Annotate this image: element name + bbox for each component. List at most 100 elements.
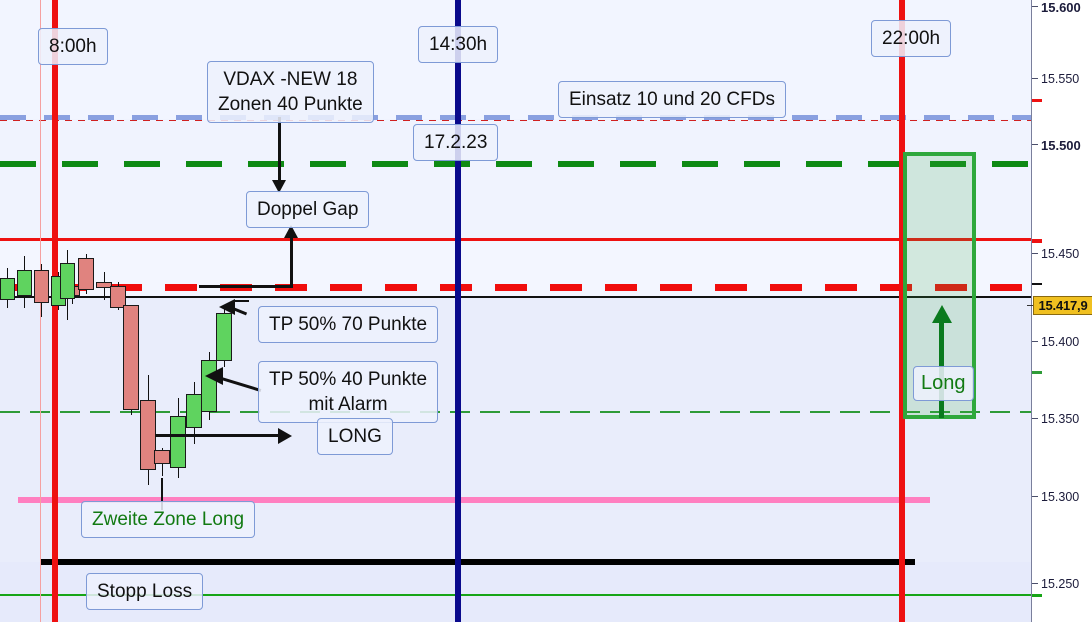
level-line-lower-green-dashed bbox=[0, 411, 1031, 413]
candle-pointer-cross-1 bbox=[235, 300, 249, 302]
level-line-second-zone-pink bbox=[18, 497, 930, 503]
price-tick-label: 15.300 bbox=[1041, 490, 1080, 504]
long-zone-arrow-head bbox=[932, 305, 952, 323]
price-tick: 15.400 bbox=[1032, 335, 1092, 349]
session-line-faint-left bbox=[40, 0, 41, 622]
candle-body bbox=[60, 263, 75, 299]
candle-body bbox=[154, 450, 170, 464]
annotation-doppel-gap[interactable]: Doppel Gap bbox=[246, 191, 370, 228]
price-axis[interactable]: 15.600 15.550 15.500 15.450 15.400 15.35… bbox=[1027, 0, 1092, 622]
tick-mark bbox=[1032, 496, 1038, 497]
candle-pointer-arrow-head-1 bbox=[219, 299, 235, 315]
zweite-zone-connector bbox=[161, 478, 163, 510]
candle-body bbox=[123, 305, 139, 410]
price-tick: 15.300 bbox=[1032, 490, 1092, 504]
candle-body bbox=[216, 313, 232, 361]
candlestick[interactable] bbox=[78, 254, 94, 294]
long-entry-arrow-shaft bbox=[155, 434, 280, 437]
candle-body bbox=[17, 270, 32, 296]
background-band-top bbox=[0, 0, 1031, 119]
price-tag-tick bbox=[1027, 305, 1033, 306]
candle-body bbox=[186, 394, 202, 428]
price-tick: 15.350 bbox=[1032, 412, 1092, 426]
annotation-long-label[interactable]: LONG bbox=[317, 418, 393, 455]
candlestick[interactable] bbox=[201, 352, 217, 420]
candlestick[interactable] bbox=[170, 398, 186, 478]
tick-mark bbox=[1032, 583, 1038, 584]
candle-body bbox=[0, 278, 15, 300]
tick-mark bbox=[1032, 144, 1038, 145]
annotation-time-1430[interactable]: 14:30h bbox=[418, 26, 499, 63]
tick-mark bbox=[1032, 6, 1038, 7]
candle-body bbox=[96, 282, 112, 288]
doppel-gap-up-arrow-shaft bbox=[290, 236, 293, 286]
price-tick-label: 15.600 bbox=[1041, 0, 1081, 15]
level-line-zone-red-dashed bbox=[0, 284, 1031, 291]
annotation-tp-70[interactable]: TP 50% 70 Punkte bbox=[258, 306, 439, 343]
candle-body bbox=[110, 286, 126, 308]
candle-body bbox=[78, 258, 94, 290]
price-tick-label: 15.400 bbox=[1041, 335, 1080, 349]
session-line-1430 bbox=[455, 0, 461, 622]
axis-stub-green-lower bbox=[1032, 371, 1042, 374]
annotation-title-block[interactable]: VDAX -NEW 18 Zonen 40 Punkte bbox=[207, 61, 374, 123]
tick-mark bbox=[1032, 253, 1038, 254]
candle-body bbox=[170, 416, 186, 468]
annotation-date[interactable]: 17.2.23 bbox=[413, 124, 499, 161]
price-tick-label: 15.350 bbox=[1041, 412, 1080, 426]
tick-mark bbox=[1032, 418, 1038, 419]
annotation-time-0800[interactable]: 8:00h bbox=[38, 28, 108, 65]
current-price-tag: 15.417,9 bbox=[1027, 296, 1092, 315]
candle-pointer-arrow-head-2 bbox=[205, 367, 223, 385]
background-band-2 bbox=[0, 119, 1031, 239]
axis-stub-red-entry bbox=[1032, 239, 1042, 243]
long-entry-arrow-head bbox=[278, 428, 292, 444]
level-line-bottom-green bbox=[0, 594, 1031, 596]
tick-mark bbox=[1032, 341, 1038, 342]
doppel-gap-connector bbox=[199, 285, 293, 288]
price-tick: 15.600 bbox=[1032, 0, 1092, 15]
candlestick[interactable] bbox=[34, 264, 49, 317]
annotation-zweite-zone[interactable]: Zweite Zone Long bbox=[81, 501, 256, 538]
price-tick: 15.250 bbox=[1032, 577, 1092, 591]
candlestick[interactable] bbox=[0, 268, 15, 308]
doppel-gap-up-arrow-head bbox=[284, 225, 298, 238]
candle-body bbox=[34, 270, 49, 303]
level-line-stop-black-thick bbox=[40, 559, 915, 565]
doppel-gap-arrow-shaft bbox=[278, 117, 281, 182]
current-price-value: 15.417,9 bbox=[1038, 298, 1088, 313]
price-tick: 15.450 bbox=[1032, 247, 1092, 261]
session-line-2200 bbox=[899, 0, 905, 622]
tick-mark bbox=[1032, 78, 1038, 79]
candlestick[interactable] bbox=[110, 282, 126, 310]
annotation-stopp-loss[interactable]: Stopp Loss bbox=[86, 573, 204, 610]
candlestick[interactable] bbox=[123, 305, 139, 415]
level-line-resistance-blue-dashed bbox=[0, 115, 1031, 120]
price-tick: 15.550 bbox=[1032, 72, 1092, 86]
annotation-zone-long[interactable]: Long bbox=[913, 366, 974, 401]
annotation-tp-40[interactable]: TP 50% 40 Punkte mit Alarm bbox=[258, 361, 439, 423]
price-tick-label: 15.450 bbox=[1041, 247, 1080, 261]
axis-stub-green-bottom bbox=[1032, 594, 1042, 597]
level-line-entry-red-solid bbox=[0, 238, 1031, 241]
price-tick-label: 15.500 bbox=[1041, 138, 1081, 153]
axis-stub-red-upper bbox=[1032, 99, 1042, 102]
level-line-current-black bbox=[0, 296, 1031, 298]
session-line-0800 bbox=[52, 0, 58, 622]
price-tick: 15.500 bbox=[1032, 138, 1092, 153]
candlestick[interactable] bbox=[216, 307, 232, 367]
chart-plot-area[interactable]: 8:00h 14:30h 22:00h VDAX -NEW 18 Zonen 4… bbox=[0, 0, 1031, 622]
annotation-time-2200[interactable]: 22:00h bbox=[871, 20, 952, 57]
annotation-einsatz[interactable]: Einsatz 10 und 20 CFDs bbox=[558, 81, 786, 118]
level-line-resistance-red-thin bbox=[0, 120, 1031, 121]
doppel-gap-arrow-head bbox=[272, 180, 286, 193]
level-line-upper-target-green bbox=[0, 161, 1031, 167]
axis-stub-black-current bbox=[1032, 283, 1042, 285]
price-tick-label: 15.550 bbox=[1041, 72, 1080, 86]
candlestick[interactable] bbox=[17, 256, 32, 308]
candlestick[interactable] bbox=[60, 250, 75, 320]
candlestick[interactable] bbox=[154, 448, 170, 476]
candlestick[interactable] bbox=[96, 272, 112, 300]
price-tick-label: 15.250 bbox=[1041, 577, 1080, 591]
